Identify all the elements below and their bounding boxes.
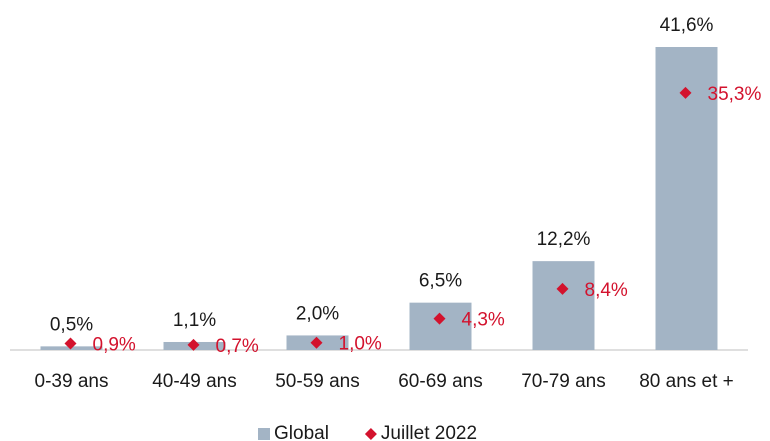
diamond-marker (310, 336, 323, 349)
marker-value-label: 35,3% (708, 84, 762, 105)
bar-value-label: 2,0% (296, 303, 339, 324)
legend-swatch (258, 428, 270, 440)
legend-label: Global (274, 423, 329, 441)
bar-value-label: 6,5% (419, 271, 462, 292)
diamond-marker (187, 338, 200, 351)
bar-value-label: 0,5% (50, 314, 93, 335)
diamond-marker (64, 337, 77, 350)
x-tick-label: 70-79 ans (521, 371, 606, 392)
x-tick-label: 40-49 ans (152, 371, 237, 392)
bar (409, 302, 472, 350)
diamond-marker (433, 312, 446, 325)
x-tick-label: 0-39 ans (35, 371, 109, 392)
x-tick-label: 60-69 ans (398, 371, 483, 392)
bar-value-label: 41,6% (660, 15, 714, 36)
x-tick-label: 50-59 ans (275, 371, 360, 392)
legend-swatch (364, 428, 377, 440)
x-tick-label: 80 ans et + (639, 371, 734, 392)
marker-value-label: 1,0% (339, 334, 382, 355)
marker-value-label: 8,4% (585, 280, 628, 301)
marker-value-label: 0,7% (216, 336, 259, 357)
bar-value-label: 1,1% (173, 310, 216, 331)
diamond-marker (556, 282, 569, 295)
bar (532, 261, 595, 350)
marker-value-label: 4,3% (462, 310, 505, 331)
legend-label: Juillet 2022 (381, 423, 477, 441)
bar-value-label: 12,2% (537, 229, 591, 250)
diamond-marker (679, 86, 692, 99)
marker-value-label: 0,9% (93, 334, 136, 355)
